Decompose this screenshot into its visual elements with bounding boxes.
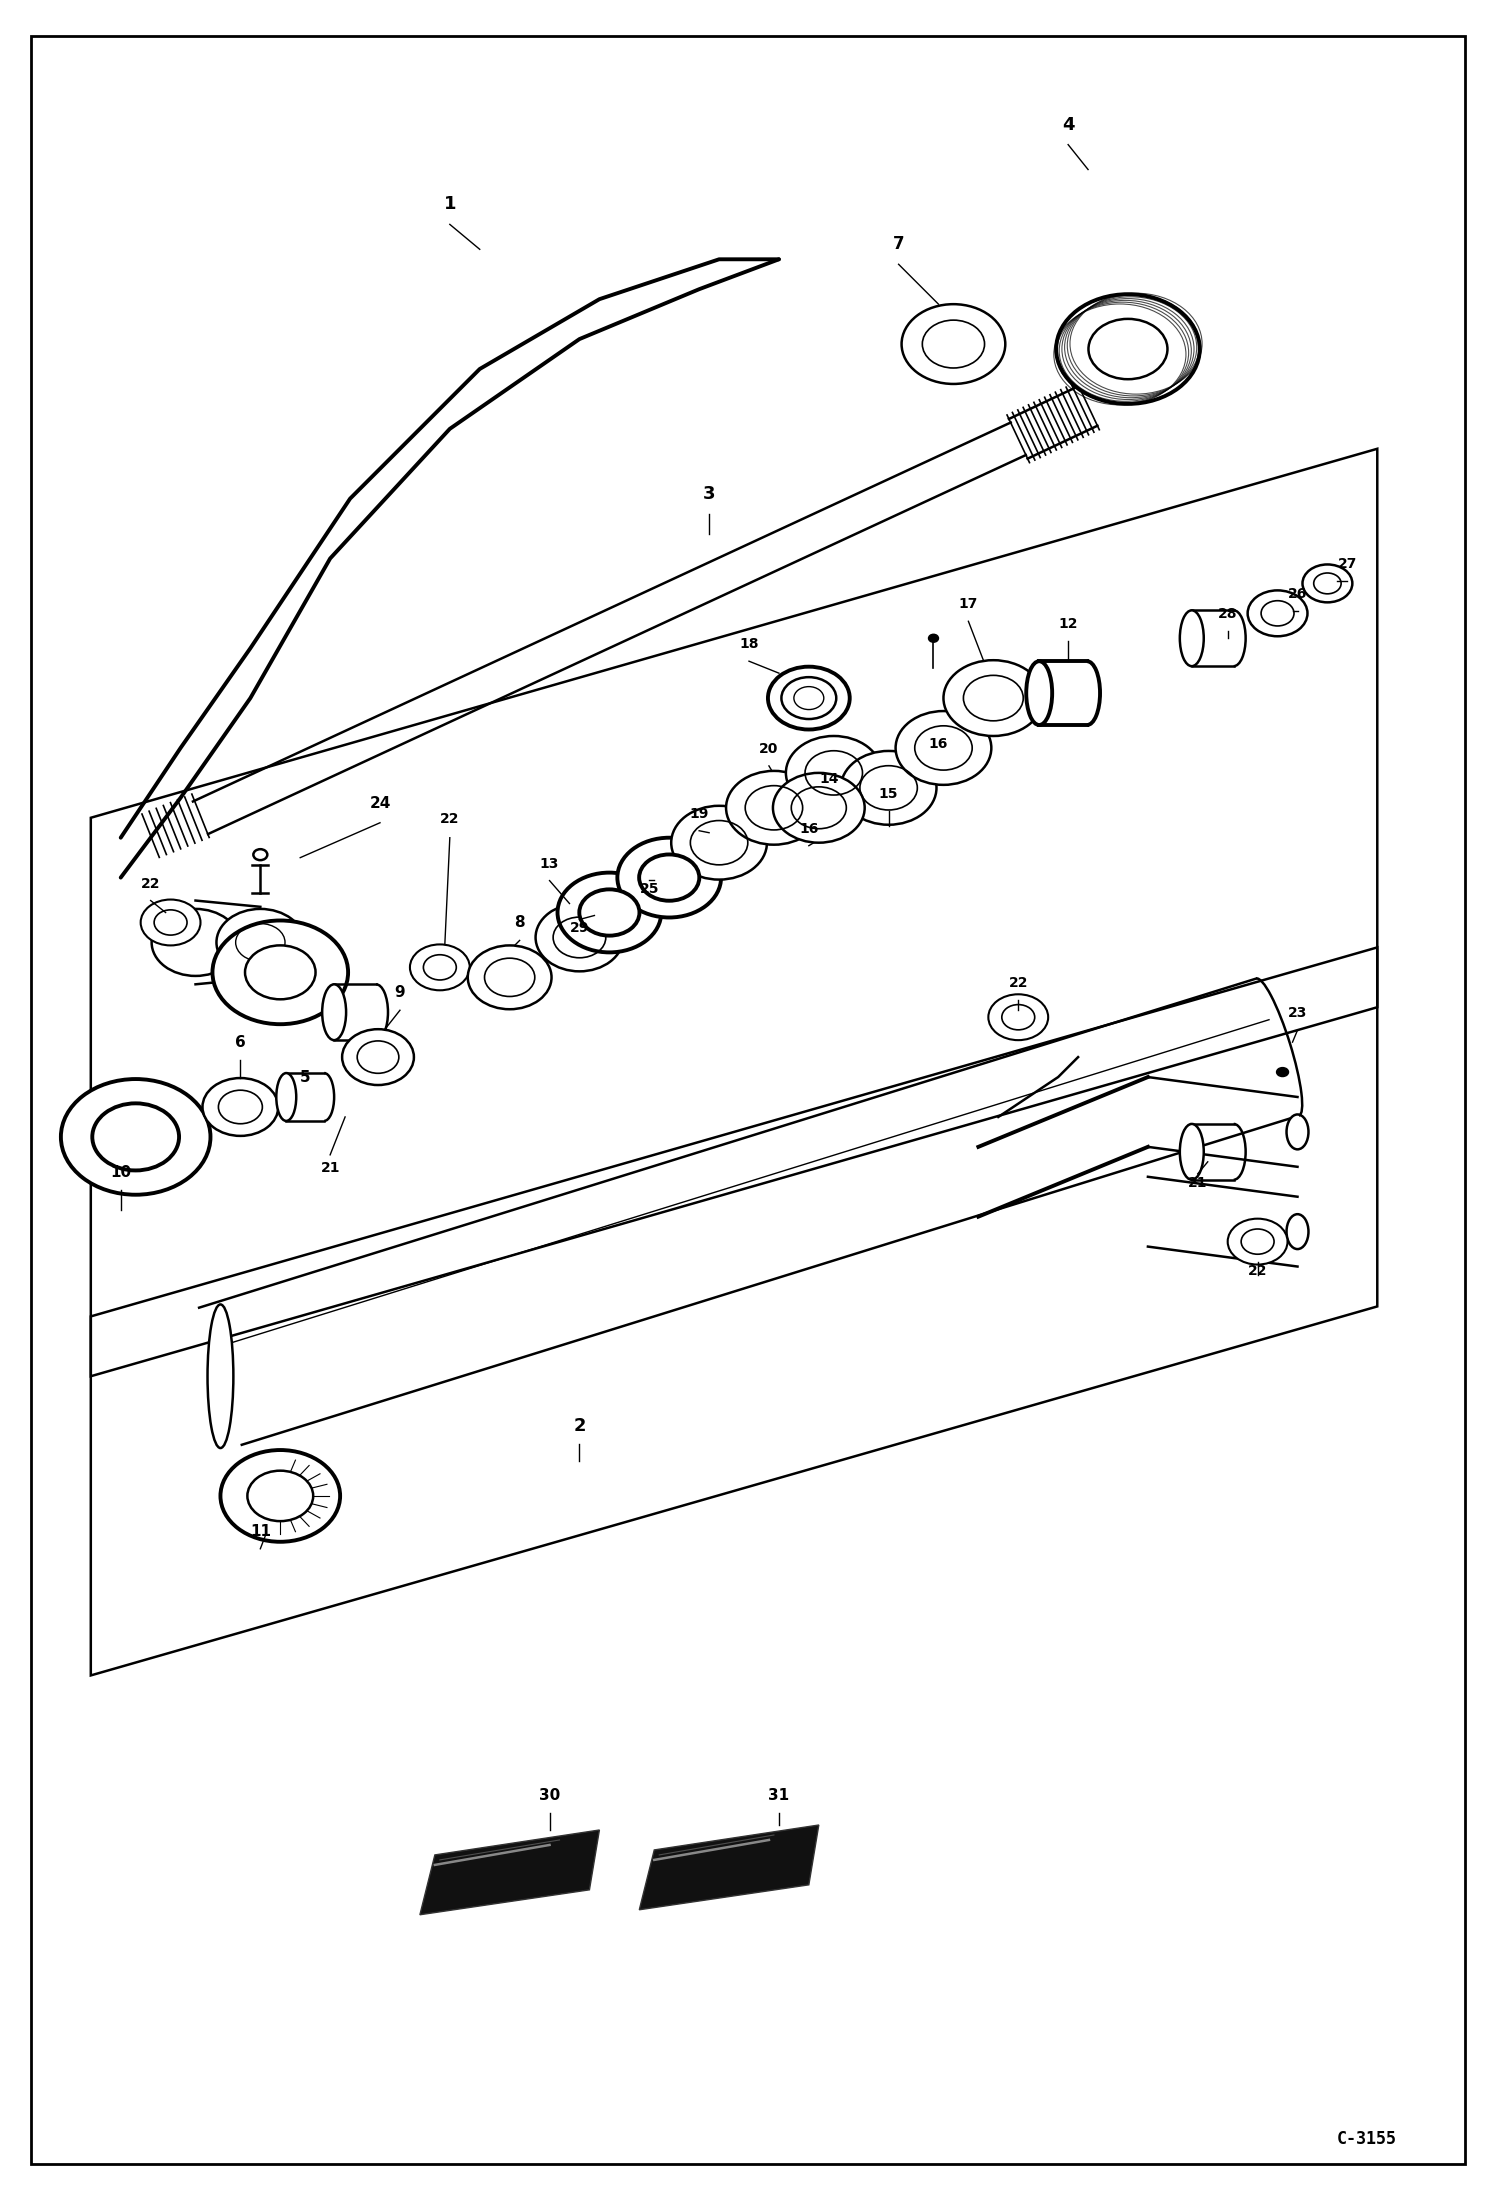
Text: 28: 28: [1218, 608, 1237, 621]
Ellipse shape: [640, 853, 700, 902]
Text: 25: 25: [640, 882, 659, 895]
Ellipse shape: [782, 678, 836, 720]
Ellipse shape: [1056, 294, 1200, 404]
Text: 9: 9: [394, 985, 406, 1000]
Ellipse shape: [467, 946, 551, 1009]
Ellipse shape: [410, 943, 470, 989]
Ellipse shape: [202, 1077, 279, 1136]
Text: 27: 27: [1338, 557, 1357, 570]
Ellipse shape: [896, 711, 992, 785]
Ellipse shape: [208, 1305, 234, 1448]
Text: 6: 6: [235, 1036, 246, 1051]
Text: 22: 22: [1248, 1264, 1267, 1277]
Text: 18: 18: [739, 636, 759, 652]
Text: 14: 14: [819, 772, 839, 785]
Ellipse shape: [580, 889, 640, 935]
Ellipse shape: [322, 985, 346, 1040]
Text: C-3155: C-3155: [1338, 2130, 1398, 2148]
Text: 7: 7: [893, 235, 905, 252]
Text: 24: 24: [370, 796, 391, 812]
Text: 12: 12: [1059, 617, 1079, 632]
Text: 2: 2: [574, 1417, 586, 1435]
Ellipse shape: [929, 634, 938, 643]
Ellipse shape: [213, 921, 348, 1025]
Text: 21: 21: [321, 1161, 340, 1174]
Text: 31: 31: [768, 1788, 789, 1803]
Text: 13: 13: [539, 856, 559, 871]
Ellipse shape: [141, 900, 201, 946]
Ellipse shape: [989, 994, 1049, 1040]
Ellipse shape: [276, 1073, 297, 1121]
Text: 3: 3: [703, 485, 716, 502]
Polygon shape: [640, 1825, 819, 1909]
Ellipse shape: [253, 849, 267, 860]
Ellipse shape: [342, 1029, 413, 1086]
Polygon shape: [419, 1830, 599, 1915]
Text: 30: 30: [539, 1788, 560, 1803]
Ellipse shape: [536, 904, 623, 972]
Text: 26: 26: [1288, 588, 1308, 601]
Ellipse shape: [1287, 1115, 1308, 1150]
Text: 23: 23: [1288, 1007, 1308, 1020]
Text: 29: 29: [569, 921, 589, 935]
Ellipse shape: [220, 1450, 340, 1542]
Text: 1: 1: [443, 195, 455, 213]
Text: 4: 4: [1062, 116, 1074, 134]
Ellipse shape: [768, 667, 849, 728]
Ellipse shape: [61, 1079, 211, 1196]
Ellipse shape: [944, 660, 1043, 735]
Text: 21: 21: [1188, 1176, 1207, 1189]
Ellipse shape: [1276, 1068, 1288, 1077]
Ellipse shape: [1248, 590, 1308, 636]
Text: 16: 16: [798, 823, 818, 836]
Ellipse shape: [786, 735, 882, 810]
Ellipse shape: [1180, 1123, 1204, 1180]
Ellipse shape: [93, 1104, 180, 1169]
Text: 10: 10: [111, 1165, 132, 1180]
Ellipse shape: [1287, 1213, 1308, 1248]
Ellipse shape: [902, 305, 1005, 384]
Ellipse shape: [557, 873, 661, 952]
Text: 16: 16: [929, 737, 948, 750]
Ellipse shape: [1302, 564, 1353, 603]
Text: 8: 8: [514, 915, 524, 930]
Ellipse shape: [216, 908, 304, 976]
Text: 11: 11: [250, 1525, 271, 1538]
Ellipse shape: [617, 838, 721, 917]
Ellipse shape: [1026, 660, 1052, 724]
Ellipse shape: [773, 772, 864, 842]
Ellipse shape: [727, 770, 822, 845]
Ellipse shape: [151, 908, 240, 976]
Text: 22: 22: [1008, 976, 1028, 989]
Text: 17: 17: [959, 597, 978, 612]
Text: 22: 22: [440, 812, 460, 825]
Text: 22: 22: [141, 878, 160, 891]
Ellipse shape: [1228, 1218, 1287, 1264]
Ellipse shape: [247, 1470, 313, 1520]
Ellipse shape: [1180, 610, 1204, 667]
Text: 20: 20: [759, 742, 779, 757]
Text: 5: 5: [300, 1071, 310, 1086]
Text: 19: 19: [689, 807, 709, 821]
Ellipse shape: [671, 805, 767, 880]
Ellipse shape: [1089, 318, 1167, 380]
Ellipse shape: [840, 750, 936, 825]
Text: 15: 15: [879, 788, 899, 801]
Ellipse shape: [246, 946, 316, 998]
